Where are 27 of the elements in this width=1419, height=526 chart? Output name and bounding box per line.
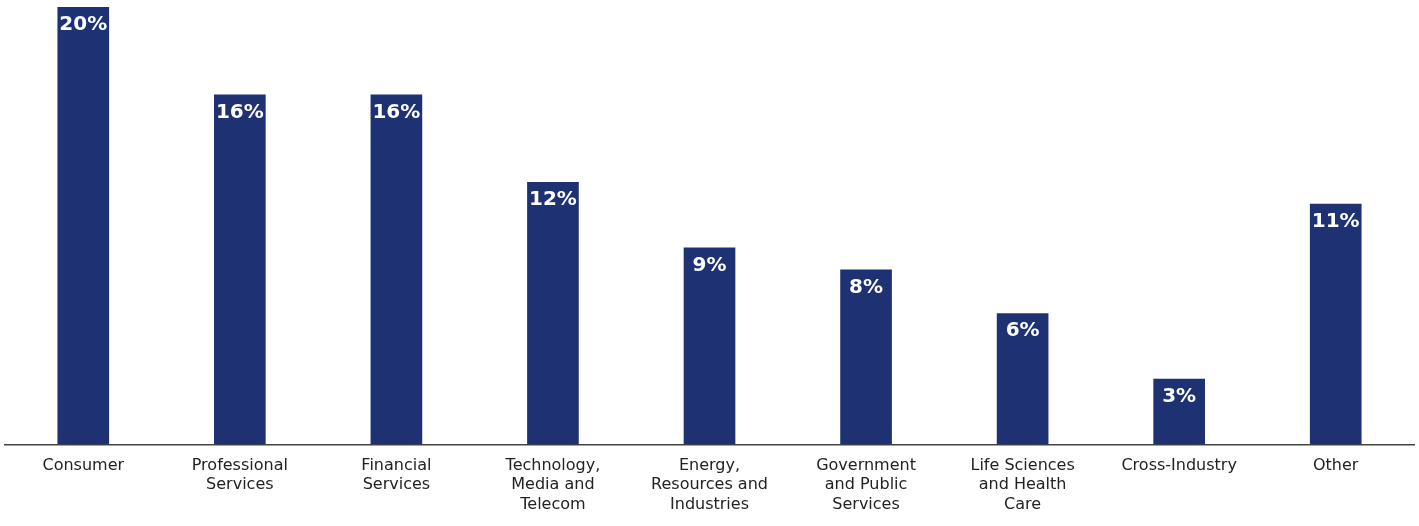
data-label: 8% [849,273,884,298]
x-tick-label: Consumer [42,455,125,475]
bar [527,181,579,445]
data-label: 16% [372,98,421,123]
bar [683,247,736,445]
x-tick-label: Cross-Industry [1121,455,1237,475]
data-label: 3% [1162,382,1197,407]
data-label: 9% [692,251,727,276]
x-tick-label: Technology, Media and Telecom [504,455,601,513]
bar [1153,378,1205,445]
data-label: 16% [215,98,264,123]
x-tick-label: Life Sciences and Health Care [970,455,1075,513]
bar [1309,203,1362,445]
x-tick-label: Other [1313,455,1359,475]
data-label: 20% [59,11,108,36]
data-label: 11% [1311,208,1360,233]
bar [57,7,110,445]
bar [840,269,892,445]
data-label: 12% [529,186,577,211]
x-tick-label: Government and Public Services [816,455,916,513]
x-tick-label: Energy, Resources and Industries [651,455,768,513]
bar [996,313,1049,445]
bar [214,94,266,445]
x-tick-label: Professional Services [191,455,288,494]
bar [370,94,423,445]
x-tick-label: Financial Services [361,455,432,494]
data-label: 6% [1005,317,1040,342]
